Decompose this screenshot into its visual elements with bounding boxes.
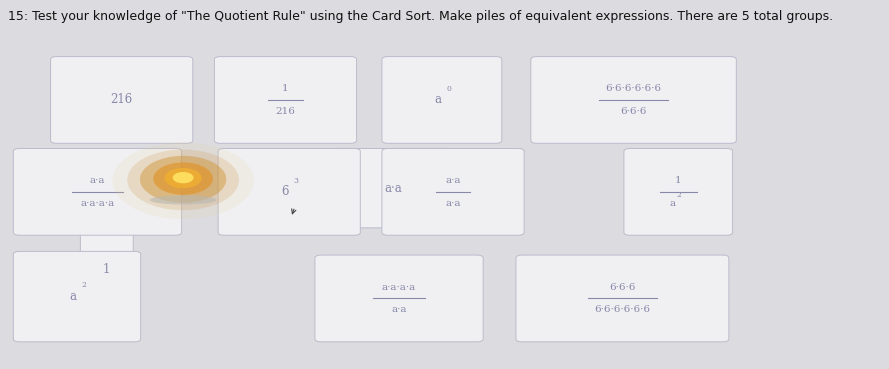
Text: a·a·a·a: a·a·a·a	[382, 283, 416, 292]
FancyBboxPatch shape	[13, 251, 140, 342]
Text: 3: 3	[293, 176, 299, 184]
Ellipse shape	[172, 172, 194, 183]
Text: a: a	[669, 199, 676, 208]
FancyBboxPatch shape	[382, 56, 501, 143]
Ellipse shape	[149, 195, 217, 204]
Ellipse shape	[127, 149, 239, 210]
Text: 6·6·6·6·6·6: 6·6·6·6·6·6	[605, 84, 661, 93]
Text: 15: Test your knowledge of "The Quotient Rule" using the Card Sort. Make piles o: 15: Test your knowledge of "The Quotient…	[8, 10, 833, 23]
FancyBboxPatch shape	[51, 56, 193, 143]
Text: 216: 216	[110, 93, 132, 106]
Text: 1: 1	[282, 84, 289, 93]
Text: a·a: a·a	[391, 305, 407, 314]
Text: a·a·a·a: a·a·a·a	[80, 199, 115, 208]
Text: a·a: a·a	[445, 176, 461, 185]
Text: a: a	[69, 290, 76, 303]
FancyBboxPatch shape	[382, 148, 525, 235]
Text: 1: 1	[675, 176, 682, 185]
Ellipse shape	[164, 168, 202, 188]
FancyBboxPatch shape	[531, 56, 736, 143]
FancyBboxPatch shape	[315, 255, 484, 342]
FancyBboxPatch shape	[13, 148, 181, 235]
FancyBboxPatch shape	[80, 230, 133, 309]
Text: 6·6·6: 6·6·6	[621, 107, 647, 116]
Ellipse shape	[153, 162, 212, 195]
Text: 216: 216	[276, 107, 295, 116]
FancyBboxPatch shape	[516, 255, 729, 342]
Text: 2: 2	[677, 191, 682, 199]
FancyBboxPatch shape	[218, 148, 360, 235]
Ellipse shape	[112, 142, 254, 219]
Text: 1: 1	[103, 263, 110, 276]
Text: 0: 0	[446, 85, 452, 93]
Text: a: a	[434, 93, 441, 106]
Text: 6·6·6·6·6·6: 6·6·6·6·6·6	[595, 305, 651, 314]
Text: 2: 2	[82, 281, 86, 289]
Text: a·a: a·a	[90, 176, 105, 185]
Text: 6·6·6: 6·6·6	[609, 283, 636, 292]
Ellipse shape	[140, 156, 227, 203]
Text: a·a: a·a	[385, 182, 403, 195]
FancyBboxPatch shape	[333, 148, 453, 228]
Text: a·a: a·a	[445, 199, 461, 208]
FancyBboxPatch shape	[214, 56, 356, 143]
FancyBboxPatch shape	[624, 148, 733, 235]
Text: 6: 6	[281, 185, 289, 199]
